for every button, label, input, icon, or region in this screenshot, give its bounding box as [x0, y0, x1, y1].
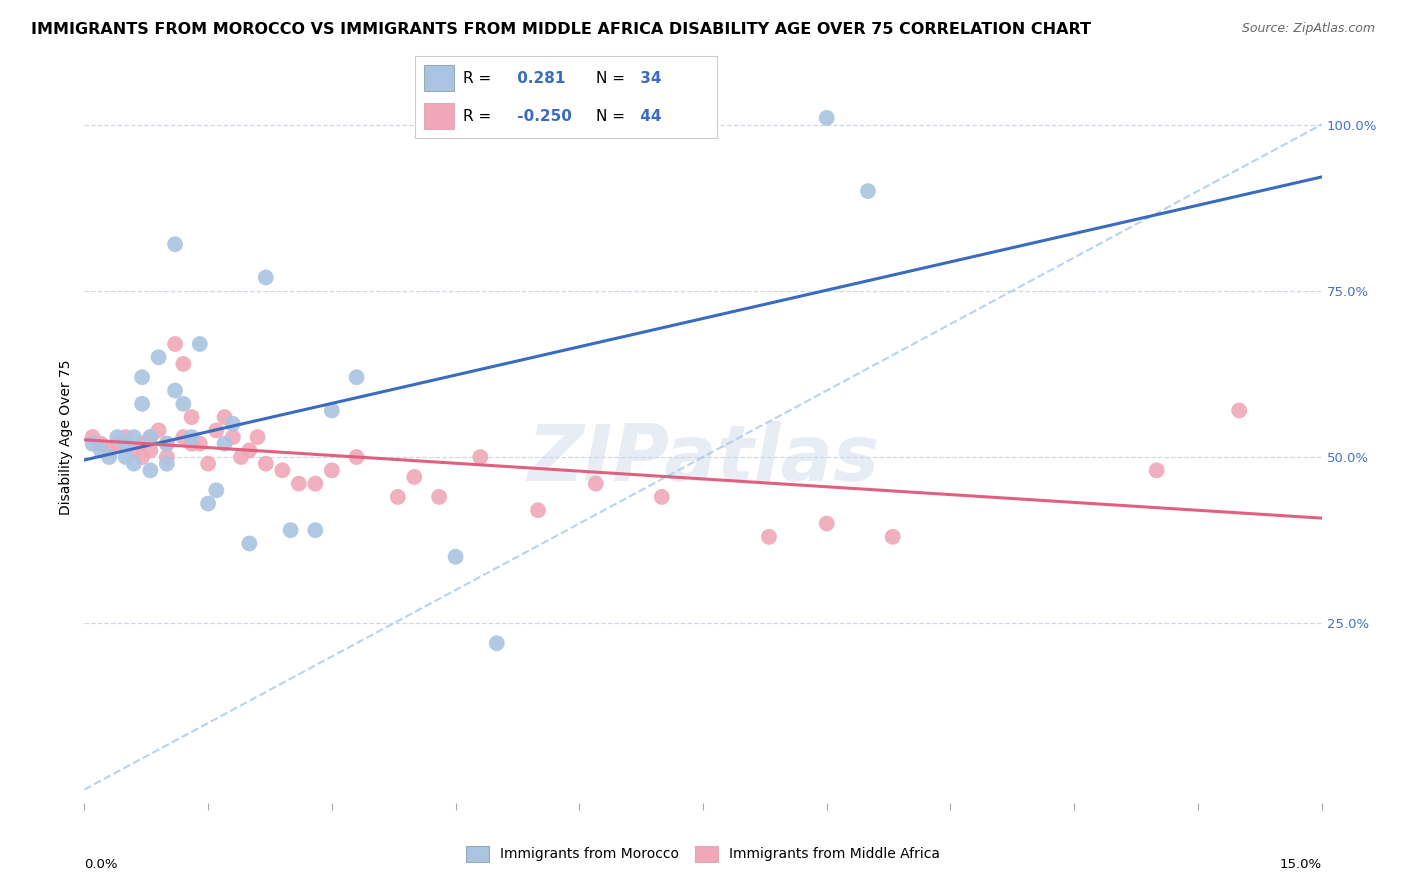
- Point: [114, 436, 136, 450]
- Text: 15.0%: 15.0%: [1279, 858, 1322, 871]
- Text: -0.250: -0.250: [512, 109, 571, 124]
- Text: N =: N =: [596, 109, 626, 124]
- Point: [238, 443, 260, 458]
- Point: [139, 443, 162, 458]
- Text: 34: 34: [636, 70, 662, 86]
- Point: [156, 436, 179, 450]
- Point: [321, 463, 343, 477]
- Point: [197, 497, 219, 511]
- Point: [122, 457, 145, 471]
- Point: [197, 457, 219, 471]
- Point: [1146, 463, 1168, 477]
- Text: IMMIGRANTS FROM MOROCCO VS IMMIGRANTS FROM MIDDLE AFRICA DISABILITY AGE OVER 75 : IMMIGRANTS FROM MOROCCO VS IMMIGRANTS FR…: [31, 22, 1091, 37]
- Point: [254, 457, 277, 471]
- Point: [346, 450, 368, 464]
- Point: [470, 450, 492, 464]
- Point: [122, 430, 145, 444]
- Text: N =: N =: [596, 70, 626, 86]
- Point: [404, 470, 426, 484]
- Point: [280, 523, 302, 537]
- Point: [188, 436, 211, 450]
- Text: 44: 44: [636, 109, 662, 124]
- Text: R =: R =: [463, 109, 491, 124]
- Text: 0.0%: 0.0%: [84, 858, 118, 871]
- Point: [131, 436, 153, 450]
- Point: [131, 397, 153, 411]
- Point: [90, 436, 112, 450]
- Y-axis label: Disability Age Over 75: Disability Age Over 75: [59, 359, 73, 515]
- Point: [172, 357, 194, 371]
- Point: [387, 490, 409, 504]
- Point: [172, 397, 194, 411]
- Point: [180, 436, 202, 450]
- Point: [288, 476, 311, 491]
- Point: [346, 370, 368, 384]
- FancyBboxPatch shape: [423, 65, 454, 92]
- Point: [114, 450, 136, 464]
- Point: [254, 270, 277, 285]
- Point: [180, 410, 202, 425]
- Point: [321, 403, 343, 417]
- Point: [205, 483, 228, 498]
- Point: [222, 430, 245, 444]
- Point: [98, 450, 121, 464]
- Point: [246, 430, 269, 444]
- Point: [882, 530, 904, 544]
- Point: [165, 337, 187, 351]
- Point: [139, 463, 162, 477]
- Point: [222, 417, 245, 431]
- Point: [105, 436, 128, 450]
- Point: [90, 443, 112, 458]
- FancyBboxPatch shape: [423, 103, 454, 129]
- Point: [156, 457, 179, 471]
- Point: [527, 503, 550, 517]
- Point: [585, 476, 607, 491]
- Point: [427, 490, 450, 504]
- Point: [139, 430, 162, 444]
- Point: [180, 430, 202, 444]
- Point: [114, 430, 136, 444]
- Point: [165, 384, 187, 398]
- Point: [82, 430, 104, 444]
- Point: [205, 424, 228, 438]
- Point: [304, 476, 326, 491]
- Point: [82, 436, 104, 450]
- Point: [815, 516, 838, 531]
- Point: [1227, 403, 1250, 417]
- Point: [98, 443, 121, 458]
- Point: [214, 410, 236, 425]
- Point: [188, 337, 211, 351]
- Point: [238, 536, 260, 550]
- Point: [131, 450, 153, 464]
- Point: [131, 370, 153, 384]
- Point: [214, 436, 236, 450]
- Text: R =: R =: [463, 70, 491, 86]
- Point: [156, 450, 179, 464]
- Text: ZIPatlas: ZIPatlas: [527, 421, 879, 497]
- Point: [105, 430, 128, 444]
- Point: [758, 530, 780, 544]
- Point: [229, 450, 252, 464]
- Text: 0.281: 0.281: [512, 70, 565, 86]
- Point: [856, 184, 879, 198]
- Point: [148, 351, 170, 365]
- Legend: Immigrants from Morocco, Immigrants from Middle Africa: Immigrants from Morocco, Immigrants from…: [467, 846, 939, 862]
- Point: [651, 490, 673, 504]
- Point: [304, 523, 326, 537]
- Point: [156, 436, 179, 450]
- Point: [148, 424, 170, 438]
- Text: Source: ZipAtlas.com: Source: ZipAtlas.com: [1241, 22, 1375, 36]
- Point: [485, 636, 508, 650]
- Point: [444, 549, 467, 564]
- Point: [815, 111, 838, 125]
- Point: [165, 237, 187, 252]
- Point: [122, 443, 145, 458]
- Point: [271, 463, 294, 477]
- Point: [172, 430, 194, 444]
- Point: [139, 430, 162, 444]
